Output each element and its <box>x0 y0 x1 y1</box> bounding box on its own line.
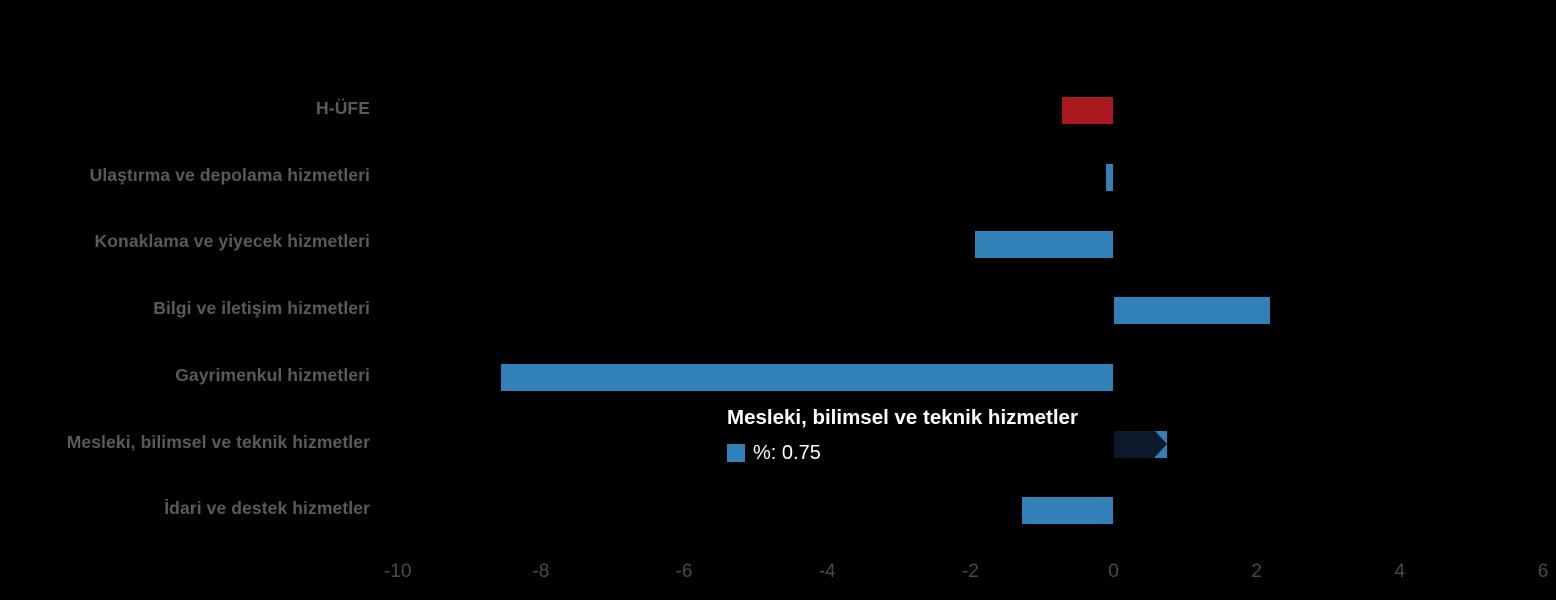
tooltip-series-row: %: 0.75 <box>727 443 1078 463</box>
bar-bilgi-ve-iletisim-hizmetleri[interactable] <box>1113 297 1271 324</box>
category-label-konaklama-ve-yiyecek-hizmetleri: Konaklama ve yiyecek hizmetleri <box>94 231 370 251</box>
x-tick-label: -2 <box>961 561 979 582</box>
hover-highlight-box <box>1113 431 1156 458</box>
tooltip-series-value: %: 0.75 <box>753 441 821 464</box>
bar-ulastirma-ve-depolama-hizmetleri[interactable] <box>1105 164 1114 191</box>
bar-idari-ve-destek-hizmetler[interactable] <box>1021 497 1114 524</box>
category-label-mesleki-bilimsel-ve-teknik-hizmetler: Mesleki, bilimsel ve teknik hizmetler <box>66 432 370 452</box>
bar-h-ufe[interactable] <box>1061 97 1114 124</box>
x-tick-label: -8 <box>532 561 550 582</box>
x-tick-label: -10 <box>383 561 412 582</box>
tooltip-title: Mesleki, bilimsel ve teknik hizmetler <box>727 406 1078 429</box>
x-tick-label: 0 <box>1108 561 1119 582</box>
bar-konaklama-ve-yiyecek-hizmetleri[interactable] <box>975 231 1114 258</box>
x-tick-label: 6 <box>1537 561 1549 582</box>
x-tick-label: 4 <box>1394 561 1406 582</box>
bar-gayrimenkul-hizmetleri[interactable] <box>500 364 1114 391</box>
x-tick-label: -6 <box>675 561 693 582</box>
chart-tooltip: Mesleki, bilimsel ve teknik hizmetler %:… <box>727 406 1078 463</box>
tooltip-series-swatch-icon <box>727 443 745 462</box>
x-tick-label: 2 <box>1251 561 1262 582</box>
category-label-idari-ve-destek-hizmetler: İdari ve destek hizmetler <box>164 498 370 518</box>
category-label-h-ufe: H-ÜFE <box>316 98 370 118</box>
hover-arrow-icon <box>1155 431 1168 457</box>
category-label-gayrimenkul-hizmetleri: Gayrimenkul hizmetleri <box>175 365 370 385</box>
category-label-bilgi-ve-iletisim-hizmetleri: Bilgi ve iletişim hizmetleri <box>153 298 370 318</box>
category-label-ulastirma-ve-depolama-hizmetleri: Ulaştırma ve depolama hizmetleri <box>89 165 370 185</box>
x-tick-label: -4 <box>818 561 836 582</box>
